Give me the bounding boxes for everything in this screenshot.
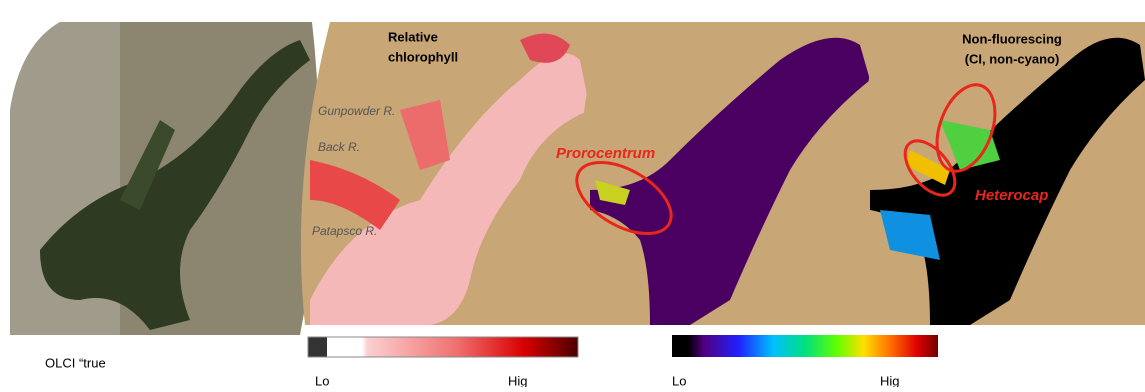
river-label: Gunpowder R. (318, 104, 395, 118)
colorbar-high: Hig (880, 373, 900, 387)
annotation: Heterocap (975, 187, 1048, 204)
colorbar (672, 335, 938, 357)
panel-title: (CI, non-cyano) (965, 51, 1060, 66)
colorbar-high: Hig (508, 373, 528, 387)
caption: OLCI “true (45, 355, 106, 370)
prorocentrum-panel (570, 0, 890, 340)
river-label: Back R. (318, 140, 360, 154)
true-color-panel (0, 0, 340, 340)
panel-title: chlorophyll (388, 49, 458, 64)
river-label: Patapsco R. (312, 224, 377, 238)
colorbar (308, 337, 578, 357)
colorbar-low: Lo (315, 373, 329, 387)
colorbar-low: Lo (672, 373, 686, 387)
figure: Relative chlorophyll Gunpowder R. Back R… (0, 0, 1145, 387)
annotation: Prorocentrum (556, 145, 655, 162)
panel-title: Relative (388, 29, 438, 44)
panel-title: Non-fluorescing (962, 31, 1062, 46)
